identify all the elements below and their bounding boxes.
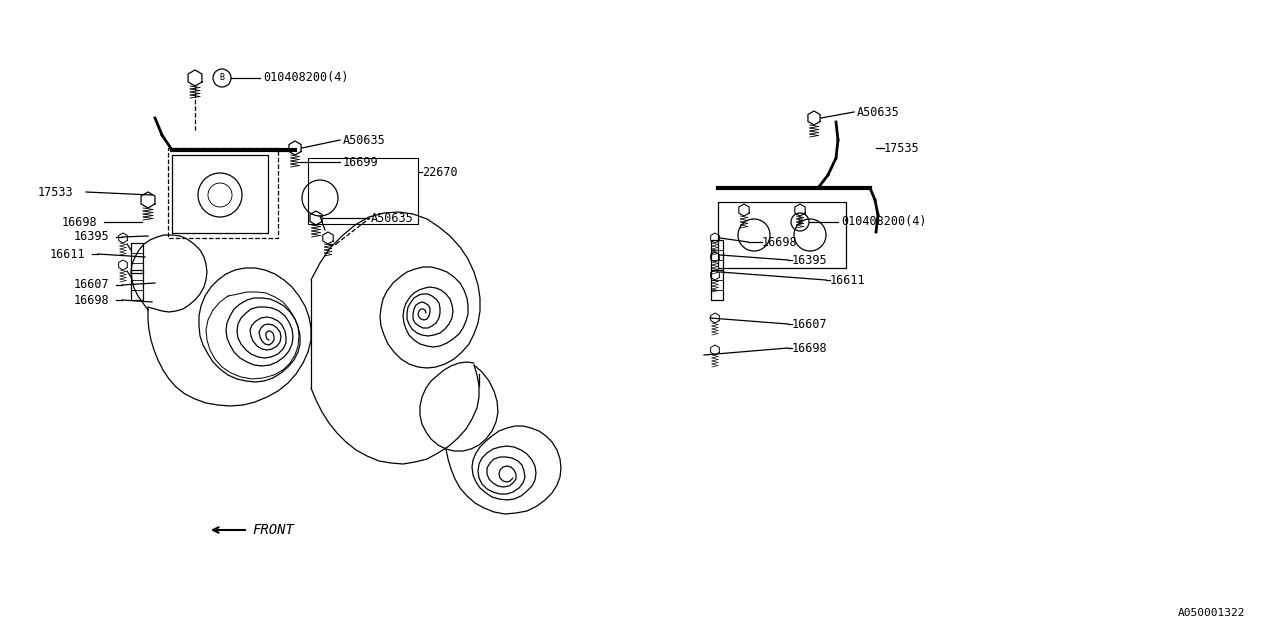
Text: A050001322: A050001322: [1178, 608, 1245, 618]
Text: 22670: 22670: [422, 166, 458, 179]
Text: 010408200(4): 010408200(4): [262, 72, 348, 84]
Text: 17535: 17535: [884, 141, 919, 154]
Text: 16611: 16611: [50, 248, 86, 260]
Text: 16698: 16698: [61, 216, 97, 228]
Text: 17533: 17533: [38, 186, 74, 198]
Text: A50635: A50635: [858, 106, 900, 118]
Text: 16699: 16699: [343, 156, 379, 168]
Text: 16607: 16607: [74, 278, 110, 291]
Text: 16698: 16698: [762, 236, 797, 248]
Text: 16395: 16395: [74, 230, 110, 243]
Text: 16395: 16395: [792, 253, 828, 266]
Text: B: B: [797, 218, 803, 227]
Text: FRONT: FRONT: [252, 523, 294, 537]
Text: A50635: A50635: [371, 211, 413, 225]
Text: 16611: 16611: [829, 273, 865, 287]
Text: 010408200(4): 010408200(4): [841, 216, 927, 228]
Text: 16607: 16607: [792, 317, 828, 330]
Text: 16698: 16698: [74, 294, 110, 307]
Text: A50635: A50635: [343, 134, 385, 147]
Text: B: B: [219, 74, 224, 83]
Text: 16698: 16698: [792, 342, 828, 355]
